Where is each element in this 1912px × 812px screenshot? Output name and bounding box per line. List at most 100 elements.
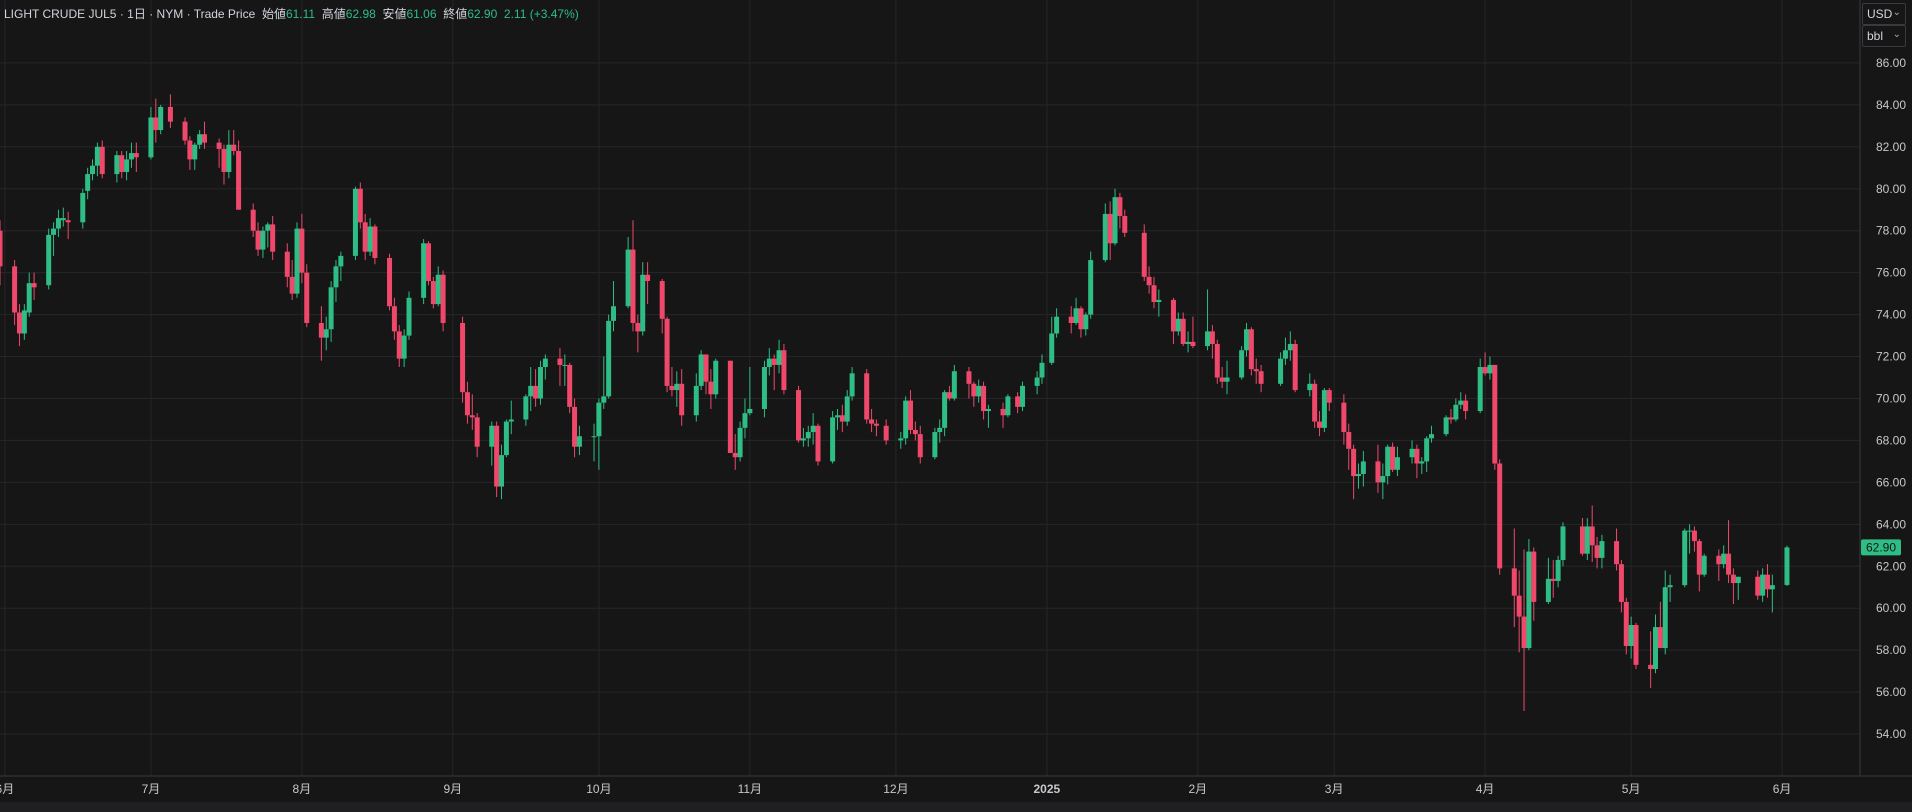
candle: [932, 427, 938, 460]
candle-body: [464, 392, 470, 416]
low-value: 61.06: [406, 7, 437, 21]
candle-body: [747, 408, 753, 414]
high-label: 高値: [321, 7, 346, 21]
candle-body: [537, 367, 543, 399]
time-axis[interactable]: 6月 7月 8月 9月 10月 11月 12月 2025 2月 3月 4月 5月 6月: [0, 782, 1791, 796]
candle-body: [1380, 476, 1386, 483]
candle: [367, 218, 373, 256]
candle: [1151, 276, 1157, 309]
candle-body: [255, 230, 261, 250]
candle: [1049, 316, 1055, 365]
candle: [421, 239, 427, 305]
candle-body: [1589, 526, 1595, 546]
range-toolbar[interactable]: [0, 802, 1912, 812]
candle: [742, 398, 748, 439]
candle-body: [533, 385, 539, 399]
candle: [1355, 463, 1361, 489]
candle-body: [508, 419, 514, 422]
candle-body: [202, 134, 208, 143]
candle: [727, 360, 733, 454]
currency-value: USD: [1867, 7, 1893, 21]
candle: [216, 138, 222, 168]
candle: [1360, 450, 1366, 487]
candle-body: [90, 165, 96, 175]
y-tick-label: 82.00: [1876, 140, 1906, 154]
candle: [903, 396, 909, 445]
candle-body: [1258, 371, 1264, 384]
candle-body: [401, 335, 407, 359]
candle-body: [669, 385, 675, 391]
candle-body: [1141, 232, 1147, 277]
candle-body: [1419, 461, 1425, 464]
candle: [533, 369, 539, 407]
candle: [737, 421, 743, 462]
unit-select[interactable]: bbl ⌄: [1862, 25, 1906, 47]
candle: [1448, 408, 1454, 424]
candle: [1429, 425, 1435, 443]
candle: [1146, 266, 1152, 294]
source-label: Trade Price: [193, 7, 256, 21]
interval-label[interactable]: 1日: [127, 7, 146, 21]
candle: [523, 394, 529, 426]
legend-separator: ·: [186, 7, 191, 21]
candle-body: [119, 155, 125, 172]
candle-body: [1000, 408, 1006, 416]
candle: [226, 130, 232, 179]
candle-body: [430, 281, 436, 305]
candle: [864, 369, 870, 424]
candle: [698, 350, 704, 391]
candle: [1497, 459, 1503, 575]
candle-body: [834, 415, 840, 418]
candle-body: [1020, 385, 1026, 407]
candle: [372, 224, 378, 265]
candle: [732, 434, 738, 470]
candle-body: [708, 381, 714, 395]
candle-body: [1414, 448, 1420, 464]
last-price-marker: 62.90: [1861, 539, 1901, 556]
candle-body: [985, 408, 991, 412]
candle: [99, 140, 105, 179]
candle: [338, 251, 344, 282]
candle-body: [1429, 434, 1435, 439]
candle-body: [460, 322, 466, 393]
candle: [1730, 568, 1736, 605]
candle-body: [1107, 213, 1113, 244]
candle: [844, 390, 850, 426]
symbol-name[interactable]: LIGHT CRUDE JUL5: [4, 7, 117, 21]
candle-body: [659, 281, 665, 319]
candle: [425, 241, 431, 286]
candle-body: [1282, 350, 1288, 359]
price-axis[interactable]: 54.00 56.00 58.00 60.00 62.00 64.00 66.00 68.00…: [1876, 56, 1906, 741]
candle: [65, 211, 71, 240]
candle-body: [727, 360, 733, 454]
candle: [839, 404, 845, 433]
y-tick-label: 72.00: [1876, 350, 1906, 364]
candle: [567, 362, 573, 414]
candle: [898, 432, 904, 449]
candle: [1419, 457, 1425, 474]
candle-body: [1278, 358, 1284, 384]
candle-body: [435, 274, 441, 305]
candle-body: [1453, 404, 1459, 420]
candle-body: [182, 121, 188, 141]
candle-body: [1078, 308, 1084, 330]
candle-body: [1287, 343, 1293, 351]
candle-body: [1385, 446, 1391, 477]
candle-body: [1482, 367, 1488, 374]
candle: [1175, 312, 1181, 336]
candle: [231, 130, 237, 156]
candle-body: [1180, 318, 1186, 344]
candle: [1068, 306, 1074, 334]
currency-select[interactable]: USD ⌄: [1862, 3, 1906, 25]
candle-body: [1151, 285, 1157, 303]
candle: [937, 419, 943, 443]
candle: [873, 419, 879, 437]
candlestick-series: [0, 94, 1790, 711]
candle-body: [1579, 526, 1585, 554]
candle: [265, 222, 271, 248]
candle-body: [1015, 396, 1021, 407]
candle: [1005, 394, 1011, 418]
candle: [917, 425, 923, 464]
candle-body: [698, 354, 704, 386]
